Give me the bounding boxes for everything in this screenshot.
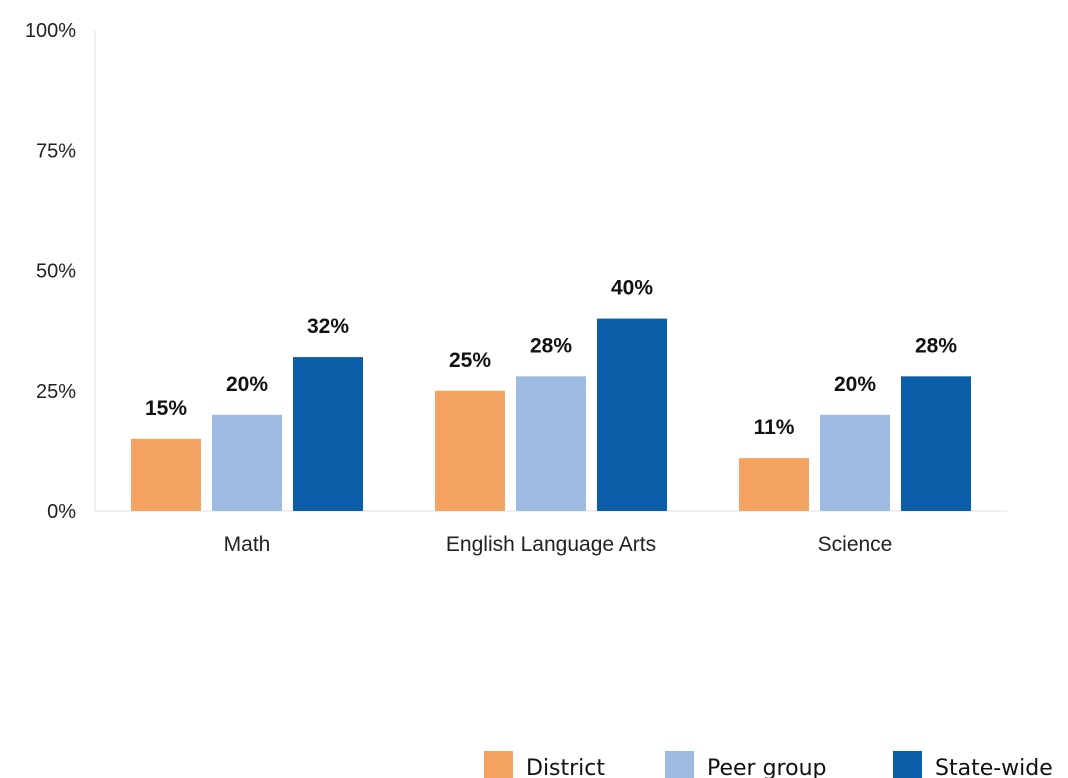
- data-label: 20%: [834, 373, 876, 396]
- y-tick-label: 25%: [36, 381, 76, 403]
- legend-label: Peer group: [707, 756, 827, 778]
- data-label: 20%: [226, 373, 268, 396]
- legend-label: State-wide: [935, 756, 1053, 778]
- category-label: Math: [224, 533, 271, 556]
- legend-swatch: [893, 751, 922, 778]
- bar: [516, 376, 586, 511]
- bar: [293, 357, 363, 511]
- y-tick-label: 100%: [25, 20, 76, 42]
- bar: [131, 438, 201, 511]
- y-tick-label: 75%: [36, 140, 76, 162]
- legend-item: Peer group: [665, 751, 827, 778]
- data-label: 28%: [915, 334, 957, 357]
- legend-item: State-wide: [893, 751, 1053, 778]
- bar: [901, 376, 971, 511]
- legend-label: District: [526, 756, 605, 778]
- category-label: Science: [818, 533, 893, 556]
- category-labels: Math English Language Arts Science: [224, 533, 893, 556]
- bar: [597, 318, 667, 511]
- data-label: 25%: [449, 349, 491, 372]
- data-label: 11%: [754, 416, 795, 439]
- legend-swatch: [484, 751, 513, 778]
- bars: [131, 318, 971, 511]
- category-label: English Language Arts: [446, 533, 656, 556]
- data-label: 32%: [307, 315, 349, 338]
- y-tick-label: 50%: [36, 261, 76, 283]
- legend: District Peer group State-wide: [484, 751, 1053, 778]
- legend-item: District: [484, 751, 605, 778]
- data-label: 15%: [145, 397, 187, 420]
- data-labels: 15% 20% 32% 25% 28% 40% 11% 20% 28%: [145, 277, 957, 439]
- data-label: 28%: [530, 334, 572, 357]
- bar: [739, 458, 809, 511]
- bar: [435, 390, 505, 511]
- bar: [820, 414, 890, 511]
- y-tick-labels: 0% 25% 50% 75% 100%: [25, 20, 76, 523]
- legend-swatch: [665, 751, 694, 778]
- data-label: 40%: [611, 277, 653, 300]
- bar: [212, 414, 282, 511]
- y-tick-label: 0%: [47, 501, 76, 523]
